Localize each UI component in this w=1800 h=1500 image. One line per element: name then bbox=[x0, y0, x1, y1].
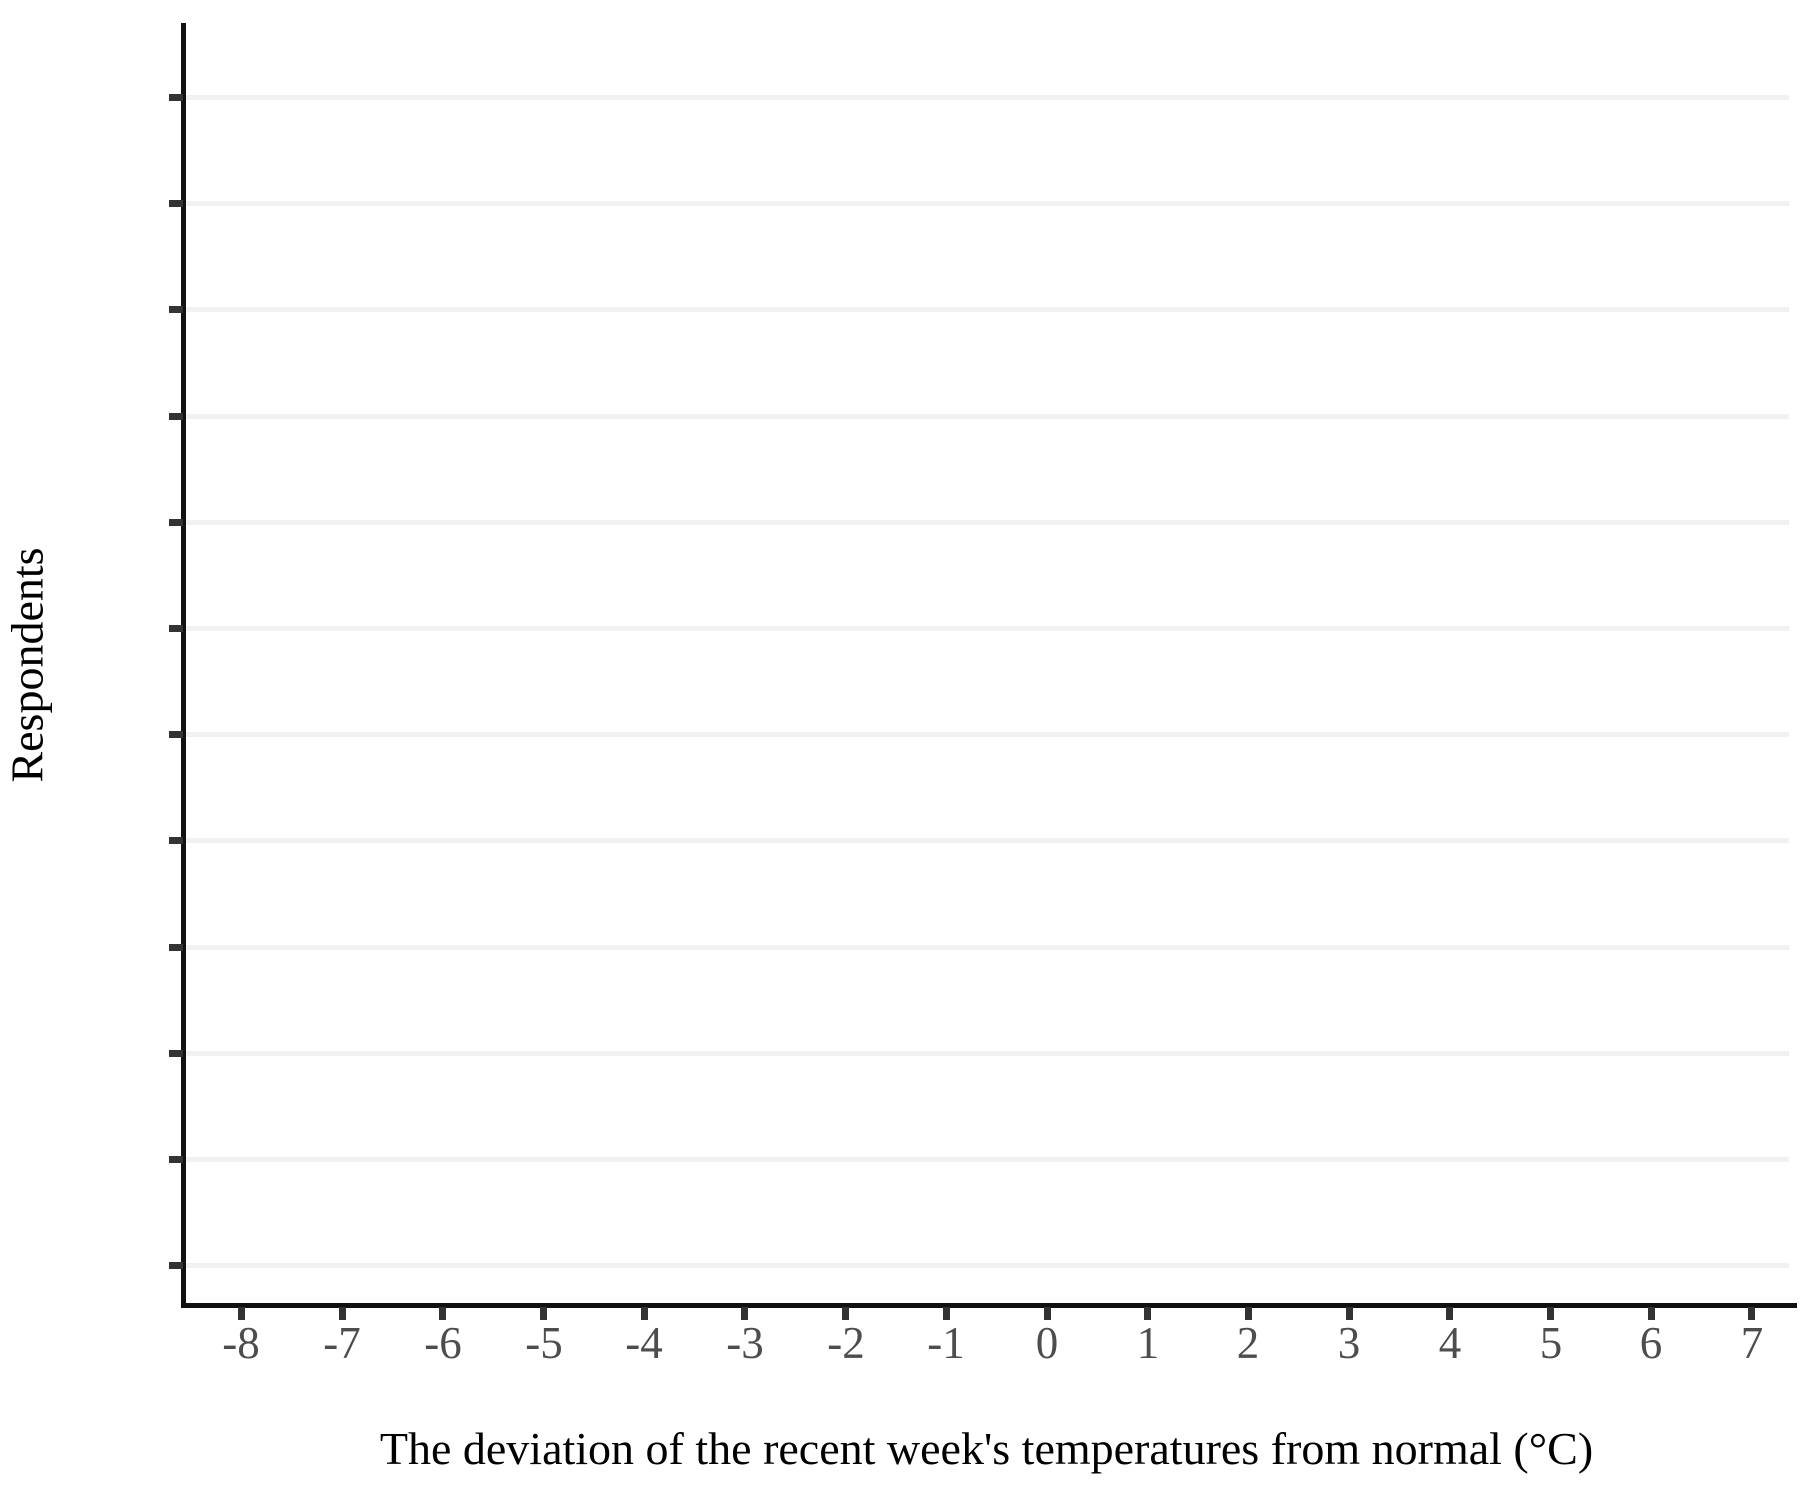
x-tick-label: 5 bbox=[1539, 1318, 1563, 1368]
x-tick-label: 4 bbox=[1438, 1318, 1462, 1368]
x-axis-title: The deviation of the recent week's tempe… bbox=[379, 1423, 1594, 1474]
x-tick bbox=[641, 1307, 648, 1320]
x-tick-label: 1 bbox=[1136, 1318, 1160, 1368]
x-tick bbox=[1748, 1307, 1755, 1320]
y-tick bbox=[169, 1050, 183, 1057]
gridline bbox=[185, 732, 1789, 737]
x-tick bbox=[1245, 1307, 1252, 1320]
x-tick-label: -5 bbox=[525, 1318, 563, 1368]
gridline bbox=[185, 1051, 1789, 1056]
x-tick bbox=[439, 1307, 446, 1320]
y-tick bbox=[169, 519, 183, 526]
gridline bbox=[185, 520, 1789, 525]
gridline bbox=[185, 838, 1789, 843]
y-axis-line bbox=[181, 23, 186, 1308]
x-tick bbox=[1547, 1307, 1554, 1320]
x-tick-label: 0 bbox=[1035, 1318, 1059, 1368]
x-tick bbox=[238, 1307, 245, 1320]
x-tick-label: -8 bbox=[222, 1318, 260, 1368]
y-tick bbox=[169, 200, 183, 207]
x-tick bbox=[1044, 1307, 1051, 1320]
x-tick-label: -3 bbox=[726, 1318, 764, 1368]
y-tick bbox=[169, 1262, 183, 1269]
gridline bbox=[185, 95, 1789, 100]
x-tick bbox=[1144, 1307, 1151, 1320]
x-tick bbox=[842, 1307, 849, 1320]
x-tick bbox=[1346, 1307, 1353, 1320]
x-tick-label: -1 bbox=[927, 1318, 965, 1368]
gridline bbox=[185, 1263, 1789, 1268]
x-tick-label: 6 bbox=[1639, 1318, 1663, 1368]
gridline bbox=[185, 1157, 1789, 1162]
gridline bbox=[185, 945, 1789, 950]
x-tick bbox=[540, 1307, 547, 1320]
x-tick-label: 2 bbox=[1236, 1318, 1260, 1368]
x-tick bbox=[339, 1307, 346, 1320]
x-axis-line bbox=[181, 1303, 1797, 1308]
y-tick bbox=[169, 944, 183, 951]
x-tick bbox=[1446, 1307, 1453, 1320]
gridline bbox=[185, 307, 1789, 312]
gridline bbox=[185, 201, 1789, 206]
gridline bbox=[185, 414, 1789, 419]
x-tick-label: -2 bbox=[827, 1318, 865, 1368]
y-tick bbox=[169, 306, 183, 313]
y-axis-title: Respondents bbox=[1, 547, 53, 783]
y-tick bbox=[169, 1156, 183, 1163]
x-tick-label: 7 bbox=[1740, 1318, 1764, 1368]
y-tick bbox=[169, 731, 183, 738]
x-tick bbox=[943, 1307, 950, 1320]
y-tick bbox=[169, 413, 183, 420]
x-tick bbox=[741, 1307, 748, 1320]
y-tick bbox=[169, 837, 183, 844]
gridline bbox=[185, 626, 1789, 631]
x-tick-label: -6 bbox=[424, 1318, 462, 1368]
x-tick-label: -7 bbox=[323, 1318, 361, 1368]
x-tick bbox=[1648, 1307, 1655, 1320]
y-tick bbox=[169, 625, 183, 632]
x-tick-label: -4 bbox=[625, 1318, 663, 1368]
y-tick bbox=[169, 94, 183, 101]
x-tick-label: 3 bbox=[1337, 1318, 1361, 1368]
